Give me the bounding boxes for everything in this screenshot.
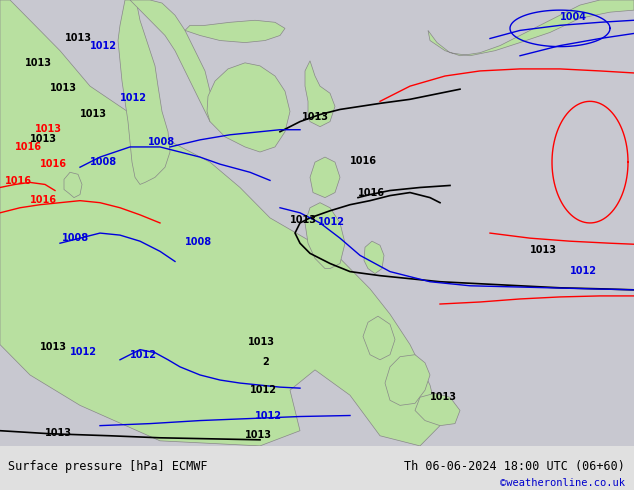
Text: 1008: 1008 xyxy=(185,237,212,247)
Text: 1012: 1012 xyxy=(570,266,597,275)
Polygon shape xyxy=(207,63,290,152)
Text: 1013: 1013 xyxy=(290,215,317,225)
Polygon shape xyxy=(185,20,285,43)
Text: 1016: 1016 xyxy=(40,159,67,169)
Text: 1013: 1013 xyxy=(248,337,275,346)
Text: 1016: 1016 xyxy=(15,142,42,152)
Text: 1008: 1008 xyxy=(62,233,89,243)
Text: 1013: 1013 xyxy=(25,58,52,68)
Text: 1013: 1013 xyxy=(530,245,557,255)
Text: 1016: 1016 xyxy=(5,176,32,186)
Polygon shape xyxy=(415,393,460,426)
Text: Surface pressure [hPa] ECMWF: Surface pressure [hPa] ECMWF xyxy=(8,460,207,473)
Text: 1012: 1012 xyxy=(318,217,345,227)
Polygon shape xyxy=(363,316,395,360)
Text: 1004: 1004 xyxy=(560,12,587,22)
Text: 1013: 1013 xyxy=(40,342,67,352)
Polygon shape xyxy=(0,446,634,490)
Text: 1012: 1012 xyxy=(130,350,157,360)
Polygon shape xyxy=(130,0,215,122)
Text: 1012: 1012 xyxy=(90,41,117,50)
Text: Th 06-06-2024 18:00 UTC (06+60): Th 06-06-2024 18:00 UTC (06+60) xyxy=(404,460,625,473)
Polygon shape xyxy=(0,0,634,446)
Text: 1013: 1013 xyxy=(65,32,92,43)
Polygon shape xyxy=(428,0,634,56)
Text: 1012: 1012 xyxy=(120,93,147,103)
Polygon shape xyxy=(364,241,384,273)
Text: 1008: 1008 xyxy=(90,157,117,167)
Polygon shape xyxy=(64,172,82,197)
Text: 1013: 1013 xyxy=(80,109,107,119)
Text: 1013: 1013 xyxy=(245,430,272,440)
Text: 1013: 1013 xyxy=(50,83,77,93)
Text: 1013: 1013 xyxy=(302,112,329,122)
Polygon shape xyxy=(310,157,340,197)
Polygon shape xyxy=(118,0,170,184)
Text: 2: 2 xyxy=(262,357,269,367)
Text: 1013: 1013 xyxy=(30,134,57,144)
Text: 1012: 1012 xyxy=(70,347,97,357)
Text: 1012: 1012 xyxy=(255,411,282,420)
Text: 1016: 1016 xyxy=(358,188,385,197)
Text: 1013: 1013 xyxy=(430,392,457,402)
Polygon shape xyxy=(0,0,440,446)
Text: ©weatheronline.co.uk: ©weatheronline.co.uk xyxy=(500,478,625,488)
Text: 1008: 1008 xyxy=(148,137,175,147)
Polygon shape xyxy=(385,355,430,405)
Text: 1016: 1016 xyxy=(350,156,377,166)
Polygon shape xyxy=(305,203,345,269)
Text: 1013: 1013 xyxy=(45,428,72,438)
Text: 1013: 1013 xyxy=(35,124,62,134)
Polygon shape xyxy=(305,61,335,127)
Text: 1012: 1012 xyxy=(250,385,277,395)
Text: 1016: 1016 xyxy=(30,195,57,205)
